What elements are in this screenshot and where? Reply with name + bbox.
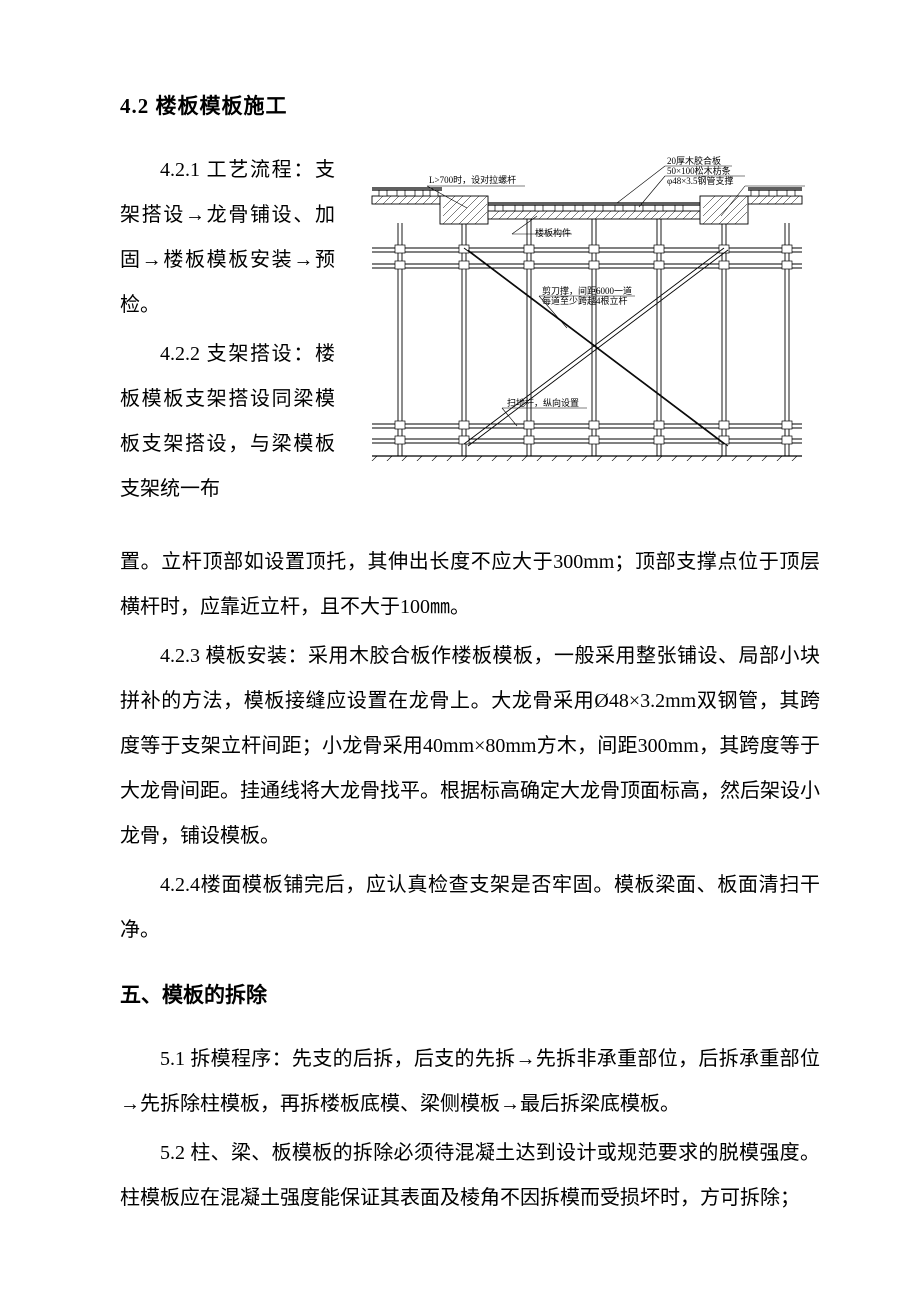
horizontal-rails [372,248,802,443]
para-5-1: 5.1 拆模程序：先支的后拆，后支的先拆→先拆非承重部位，后拆承重部位→先拆除柱… [120,1037,820,1127]
label-tierod: L>700时，设对拉螺杆 [429,174,516,185]
label-steel-tube: φ48×3.5钢管支撑 [667,175,734,186]
two-column-section: 4.2.1 工艺流程：支架搭设→龙骨铺设、加固→楼板模板安装→预检。 4.2.2… [120,148,820,512]
label-slab-member: 楼板构件 [535,227,571,238]
label-scissor-brace-1: 剪刀撑，间距6000一道 [542,285,632,296]
diagram-column: 20厚木胶合板 L>700时，设对拉螺杆 50×100松木枋条 φ48×3.5钢… [353,148,820,512]
para-4-2-2a: 4.2.2 支架搭设：楼板模板支架搭设同梁模板支架搭设，与梁模板支架统一布 [120,332,335,512]
label-scissor-brace-2: 每道至少跨越4根立杆 [542,295,628,306]
heading-4-2: 4.2 楼板模板施工 [120,90,820,120]
para-4-2-4: 4.2.4楼面模板铺完后，应认真检查支架是否牢固。模板梁面、板面清扫干净。 [120,863,820,953]
label-pine-strip: 50×100松木枋条 [667,165,731,176]
vertical-posts [398,196,789,456]
label-plywood: 20厚木胶合板 [667,156,721,166]
left-text-column: 4.2.1 工艺流程：支架搭设→龙骨铺设、加固→楼板模板安装→预检。 4.2.2… [120,148,335,512]
para-4-2-3: 4.2.3 模板安装：采用木胶合板作楼板模板，一般采用整张铺设、局部小块拼补的方… [120,634,820,859]
label-sweep-rod: 扫地杆，纵向设置 [507,397,579,408]
ground-hatch [369,456,802,461]
para-4-2-2b: 置。立杆顶部如设置顶托，其伸出长度不应大于300mm；顶部支撑点位于顶层横杆时，… [120,540,820,630]
para-5-2: 5.2 柱、梁、板模板的拆除必须待混凝土达到设计或规范要求的脱模强度。柱模板应在… [120,1131,820,1221]
formwork-diagram: 20厚木胶合板 L>700时，设对拉螺杆 50×100松木枋条 φ48×3.5钢… [367,156,807,461]
slab-sections [372,196,802,224]
para-4-2-1: 4.2.1 工艺流程：支架搭设→龙骨铺设、加固→楼板模板安装→预检。 [120,148,335,328]
heading-5: 五、模板的拆除 [120,979,820,1009]
